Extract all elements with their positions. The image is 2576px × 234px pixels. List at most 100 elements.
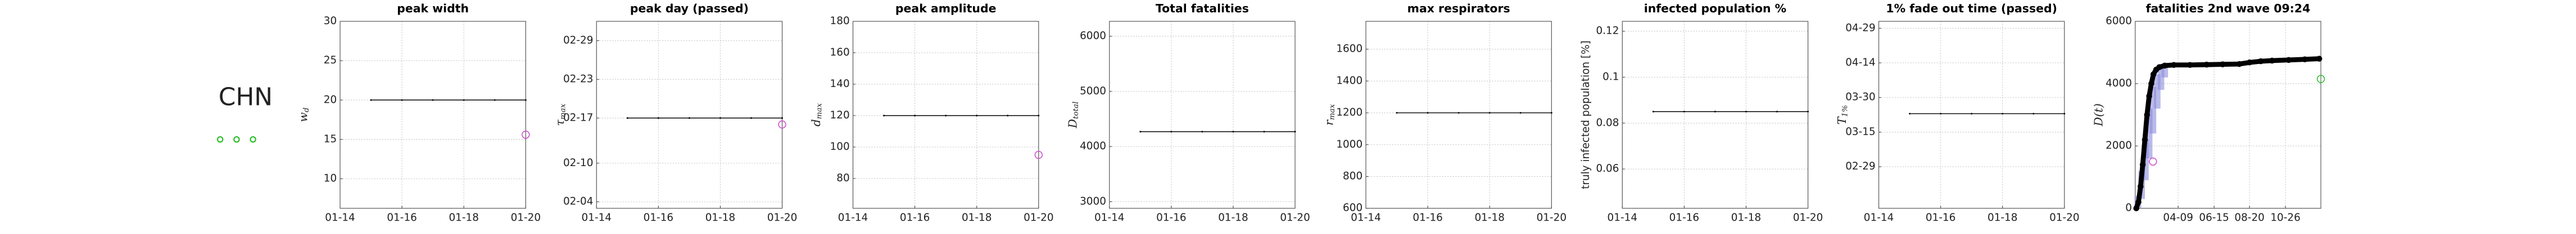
x-tick-label: 01-20: [1793, 212, 1823, 224]
y-tick-label: 2000: [2106, 140, 2132, 152]
y-axis-label-sub: max: [559, 103, 567, 120]
data-point: [370, 99, 372, 101]
y-axis-label-main: truly infected population [%]: [1580, 40, 1592, 189]
data-point: [1652, 111, 1654, 113]
data-point: [1550, 112, 1552, 114]
x-tick-label: 01-18: [1218, 212, 1248, 224]
data-point: [1776, 111, 1778, 113]
data-point: [2186, 62, 2193, 68]
data-point: [401, 99, 403, 101]
axes-box: [1878, 21, 2065, 209]
x-tick-label: 08-20: [2234, 212, 2264, 224]
x-tick-label: 01-18: [449, 212, 478, 224]
y-axis-label-sub: total: [1071, 102, 1080, 119]
data-point: [781, 117, 784, 119]
y-tick-label: 02-29: [1845, 160, 1875, 172]
plot-area: [1109, 21, 1296, 209]
y-tick-label: 15: [324, 133, 337, 145]
data-point: [494, 99, 496, 101]
y-axis-label-sub: max: [815, 103, 823, 119]
x-tick-label: 01-14: [838, 212, 868, 224]
chart-title: fatalities 2nd wave 09:24: [2146, 2, 2311, 15]
y-axis-label: rmax: [1322, 104, 1336, 126]
data-point: [750, 117, 752, 119]
y-tick-label: 30: [324, 15, 337, 27]
marker: [522, 130, 530, 139]
data-point: [657, 117, 659, 119]
x-tick-label: 01-16: [1413, 212, 1442, 224]
data-point: [2133, 205, 2139, 212]
data-point: [2269, 57, 2275, 64]
legend-icon: [233, 136, 240, 143]
data-point: [914, 114, 916, 117]
data-point: [2220, 61, 2226, 67]
data-point: [2138, 183, 2144, 190]
y-tick-label: 03-30: [1845, 91, 1875, 103]
y-tick-label: 1200: [1336, 107, 1362, 118]
y-tick-label: 04-14: [1845, 57, 1875, 68]
y-tick-label: 6000: [1080, 30, 1106, 42]
x-tick-label: 01-14: [325, 212, 355, 224]
axes-box: [1109, 21, 1296, 209]
data-point: [2063, 113, 2066, 115]
y-axis-label-main: D(t): [2091, 103, 2105, 127]
data-point: [463, 99, 465, 101]
data-point: [1745, 111, 1747, 113]
data-point: [2135, 199, 2142, 205]
y-tick-label: 6000: [2106, 15, 2132, 27]
data-point: [1971, 113, 1973, 115]
x-tick-label: 01-16: [644, 212, 673, 224]
data-point: [626, 117, 628, 119]
data-point: [2316, 56, 2323, 62]
marker: [1034, 150, 1043, 159]
y-tick-label: 0.1: [1602, 71, 1619, 82]
chart-title: 1% fade out time (passed): [1886, 2, 2057, 15]
chart-title: peak amplitude: [895, 2, 997, 15]
y-tick-label: 04-29: [1845, 22, 1875, 34]
chart-title: Total fatalities: [1156, 2, 1249, 15]
data-point: [2285, 57, 2292, 63]
x-tick-label: 10-26: [2270, 212, 2300, 224]
x-tick-label: 01-14: [1608, 212, 1637, 224]
plot-area: [340, 21, 526, 209]
y-axis-label-main: D: [1066, 119, 1079, 129]
x-tick-label: 01-20: [511, 212, 541, 224]
data-point: [2002, 113, 2004, 115]
chart-title: peak day (passed): [630, 2, 749, 15]
data-point: [2302, 56, 2308, 63]
x-tick-label: 01-18: [962, 212, 992, 224]
axes-box: [2135, 21, 2321, 209]
data-point: [1714, 111, 1716, 113]
y-axis-label: T1%: [1835, 105, 1849, 125]
data-point: [1232, 131, 1234, 133]
y-axis-label-sub: 1%: [1841, 105, 1849, 117]
data-point: [2257, 58, 2264, 65]
chart-title: peak width: [397, 2, 469, 15]
marker: [2316, 75, 2325, 83]
y-axis-label-sub: max: [1328, 104, 1337, 120]
y-tick-label: 02-29: [563, 34, 593, 46]
plot-area: [1878, 21, 2065, 209]
data-point: [1007, 114, 1009, 117]
y-axis-label: τmax: [553, 103, 567, 126]
marker: [778, 120, 786, 129]
y-axis-label-main: T: [1835, 116, 1849, 125]
y-tick-label: 02-23: [563, 73, 593, 85]
data-point: [1683, 111, 1685, 113]
y-axis-label-main: r: [1322, 120, 1335, 126]
y-axis-label: wd: [296, 107, 310, 122]
y-tick-label: 5000: [1080, 85, 1106, 97]
x-tick-label: 01-18: [1988, 212, 2017, 224]
data-point: [883, 114, 885, 117]
plot-area: [596, 21, 782, 209]
x-tick-label: 01-20: [767, 212, 797, 224]
axes-box: [1365, 21, 1552, 209]
y-tick-label: 100: [830, 141, 850, 153]
data-point: [1263, 131, 1265, 133]
x-tick-label: 01-18: [705, 212, 735, 224]
data-point: [2203, 61, 2210, 68]
data-point: [719, 117, 721, 119]
x-tick-label: 01-14: [1094, 212, 1124, 224]
data-point: [2139, 162, 2146, 168]
